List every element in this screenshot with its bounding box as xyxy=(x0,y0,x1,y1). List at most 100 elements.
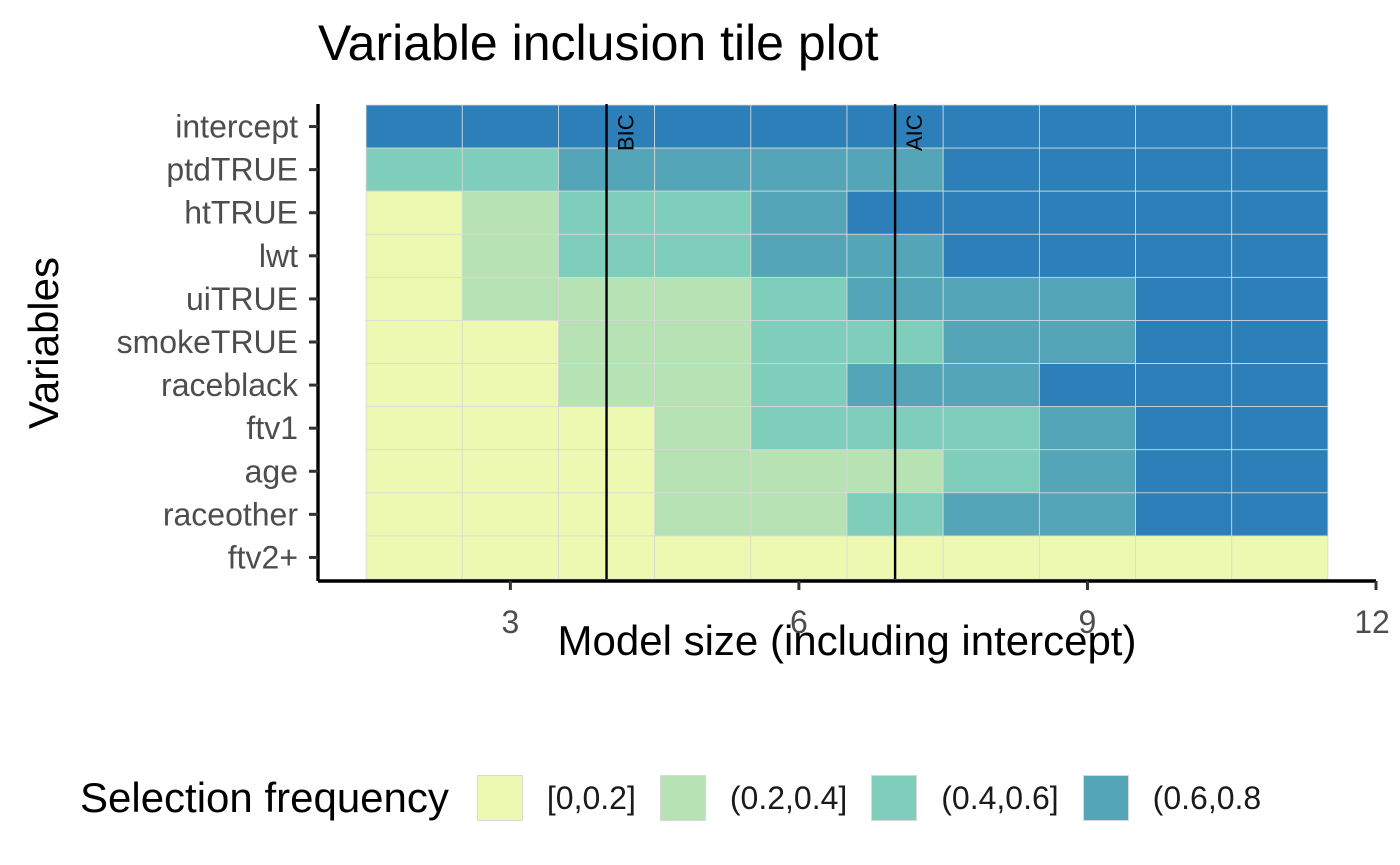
tile-age-11 xyxy=(1231,449,1329,494)
legend-swatch xyxy=(659,775,706,821)
tile-htTRUE-2 xyxy=(365,190,463,235)
tile-lwt-8 xyxy=(942,233,1040,278)
tile-age-9 xyxy=(1038,449,1136,494)
tile-lwt-3 xyxy=(461,233,559,278)
legend-item-0: [0,0.2] xyxy=(476,775,636,821)
y-tick-label: raceother xyxy=(163,496,299,532)
legend-swatch xyxy=(1082,775,1129,821)
tile-lwt-9 xyxy=(1038,233,1136,278)
tile-lwt-6 xyxy=(750,233,848,278)
legend-label: [0,0.2] xyxy=(546,779,636,816)
tile-ftv2+-5 xyxy=(654,535,752,580)
tile-raceblack-11 xyxy=(1231,363,1329,408)
tile-raceblack-9 xyxy=(1038,363,1136,408)
tile-htTRUE-3 xyxy=(461,190,559,235)
tile-raceother-3 xyxy=(461,492,559,537)
tile-intercept-10 xyxy=(1135,104,1233,149)
tile-uiTRUE-6 xyxy=(750,276,848,321)
tile-htTRUE-10 xyxy=(1135,190,1233,235)
y-tick-label: intercept xyxy=(175,109,298,145)
y-tick-label: lwt xyxy=(259,238,298,274)
x-tick-label: 6 xyxy=(790,604,808,640)
tile-raceblack-2 xyxy=(365,363,463,408)
y-tick-label: ptdTRUE xyxy=(166,152,298,188)
x-tick-label: 12 xyxy=(1354,604,1390,640)
tile-uiTRUE-5 xyxy=(654,276,752,321)
tile-ftv1-10 xyxy=(1135,406,1233,451)
tile-lwt-2 xyxy=(365,233,463,278)
tile-age-2 xyxy=(365,449,463,494)
tile-raceblack-8 xyxy=(942,363,1040,408)
tile-ftv2+-6 xyxy=(750,535,848,580)
tile-htTRUE-5 xyxy=(654,190,752,235)
tile-ptdTRUE-3 xyxy=(461,147,559,192)
tile-age-8 xyxy=(942,449,1040,494)
legend-swatch xyxy=(871,775,918,821)
y-tick-label: age xyxy=(245,453,298,489)
tile-ftv2+-9 xyxy=(1038,535,1136,580)
tile-raceother-2 xyxy=(365,492,463,537)
tile-age-3 xyxy=(461,449,559,494)
tile-age-10 xyxy=(1135,449,1233,494)
tile-uiTRUE-10 xyxy=(1135,276,1233,321)
tile-lwt-10 xyxy=(1135,233,1233,278)
y-tick-label: smokeTRUE xyxy=(117,324,298,360)
x-axis-label: Model size (including intercept) xyxy=(557,617,1137,664)
tile-uiTRUE-9 xyxy=(1038,276,1136,321)
tile-ptdTRUE-8 xyxy=(942,147,1040,192)
y-tick-label: htTRUE xyxy=(184,195,298,231)
tile-raceblack-3 xyxy=(461,363,559,408)
x-tick-label: 3 xyxy=(501,604,519,640)
tile-intercept-11 xyxy=(1231,104,1329,149)
reference-lines: BIC AIC xyxy=(605,104,927,579)
tile-smokeTRUE-2 xyxy=(365,320,463,364)
legend-item-1: (0.2,0.4] xyxy=(659,775,848,821)
tile-htTRUE-11 xyxy=(1231,190,1329,235)
tile-intercept-3 xyxy=(461,104,559,149)
tile-ptdTRUE-10 xyxy=(1135,147,1233,192)
tile-uiTRUE-11 xyxy=(1231,276,1329,321)
tile-ftv1-5 xyxy=(654,406,752,451)
tile-smokeTRUE-9 xyxy=(1038,320,1136,364)
legend-title: Selection frequency xyxy=(80,774,449,821)
y-tick-label: ftv1 xyxy=(246,410,298,446)
tile-ptdTRUE-2 xyxy=(365,147,463,192)
tile-raceother-6 xyxy=(750,492,848,537)
tile-smokeTRUE-11 xyxy=(1231,320,1329,364)
tile-ftv1-8 xyxy=(942,406,1040,451)
tile-ftv2+-10 xyxy=(1135,535,1233,580)
tile-intercept-9 xyxy=(1038,104,1136,149)
legend-label: (0.2,0.4] xyxy=(729,779,848,816)
tile-ftv1-6 xyxy=(750,406,848,451)
tile-ftv2+-8 xyxy=(942,535,1040,580)
legend: Selection frequency [0,0.2] (0.2,0.4] (0… xyxy=(80,768,1285,828)
tile-uiTRUE-2 xyxy=(365,276,463,321)
tile-raceother-8 xyxy=(942,492,1040,537)
tile-intercept-5 xyxy=(654,104,752,149)
tile-age-5 xyxy=(654,449,752,494)
y-tick-label: ftv2+ xyxy=(228,539,298,575)
tile-smokeTRUE-6 xyxy=(750,320,848,364)
tile-smokeTRUE-3 xyxy=(461,320,559,364)
tile-raceother-11 xyxy=(1231,492,1329,537)
tile-raceother-10 xyxy=(1135,492,1233,537)
tile-lwt-5 xyxy=(654,233,752,278)
tile-ftv1-11 xyxy=(1231,406,1329,451)
tile-ptdTRUE-6 xyxy=(750,147,848,192)
tile-ftv1-2 xyxy=(365,406,463,451)
tile-raceblack-6 xyxy=(750,363,848,408)
tile-ftv2+-2 xyxy=(365,535,463,580)
legend-label: (0.6,0.8 xyxy=(1152,779,1262,816)
tile-ptdTRUE-5 xyxy=(654,147,752,192)
tile-ftv2+-3 xyxy=(461,535,559,580)
tile-intercept-6 xyxy=(750,104,848,149)
legend-item-3: (0.6,0.8 xyxy=(1082,775,1262,821)
tile-lwt-11 xyxy=(1231,233,1329,278)
tile-uiTRUE-8 xyxy=(942,276,1040,321)
y-tick-label: raceblack xyxy=(161,367,299,403)
tile-smokeTRUE-5 xyxy=(654,320,752,364)
tile-raceblack-5 xyxy=(654,363,752,408)
tile-age-6 xyxy=(750,449,848,494)
tile-smokeTRUE-10 xyxy=(1135,320,1233,364)
